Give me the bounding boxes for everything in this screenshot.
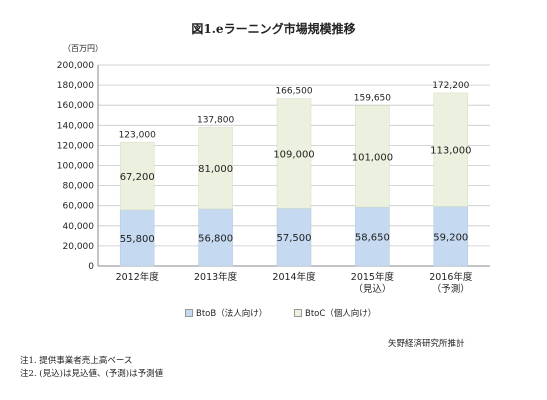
y-tick-label: 120,000 <box>57 141 94 151</box>
data-label-btoc: 67,200 <box>120 172 155 183</box>
legend-swatch-btoc <box>294 309 302 317</box>
data-label-btob: 57,500 <box>277 233 312 244</box>
x-tick-sublabel: （予測） <box>432 283 470 295</box>
bar-segment-btob <box>119 209 155 267</box>
data-label-btoc: 101,000 <box>352 152 393 163</box>
footnote-1: 注1. 提供事業者売上高ベース <box>20 356 133 366</box>
data-label-total: 159,650 <box>354 94 391 104</box>
data-label-btob: 59,200 <box>433 232 468 243</box>
chart-title: 図1.eラーニング市場規模推移 <box>191 22 356 36</box>
bar-segment-btob <box>198 208 233 267</box>
legend-label-btob: BtoB（法人向け） <box>196 309 268 319</box>
y-tick-label: 40,000 <box>63 222 95 232</box>
bar-segment-btob <box>355 206 390 267</box>
x-tick-label: 2016年度 <box>429 271 473 283</box>
data-label-btoc: 109,000 <box>273 149 314 160</box>
bar-segment-btoc <box>198 127 233 210</box>
y-tick-label: 100,000 <box>57 162 94 172</box>
data-label-btob: 55,800 <box>120 234 155 245</box>
x-tick-label: 2014年度 <box>272 271 316 283</box>
y-tick-label: 80,000 <box>63 182 95 192</box>
x-tick-label: 2012年度 <box>116 271 160 283</box>
bar-segment-btoc <box>355 105 390 208</box>
legend-label-btoc: BtoC（個人向け） <box>305 309 377 319</box>
data-label-total: 166,500 <box>275 87 312 97</box>
legend-item-btoc: BtoC（個人向け） <box>294 307 376 319</box>
bar-segment-btoc <box>276 98 312 209</box>
y-tick-label: 160,000 <box>57 101 94 111</box>
data-label-btob: 58,650 <box>355 233 390 244</box>
y-tick-label: 20,000 <box>63 242 95 252</box>
bar-segment-btoc <box>433 92 469 207</box>
data-label-btoc: 113,000 <box>430 146 471 157</box>
source-note: 矢野経済研究所推計 <box>388 339 465 349</box>
x-tick-sublabel: （見込） <box>353 283 391 295</box>
legend-item-btob: BtoB（法人向け） <box>185 307 267 319</box>
y-tick-label: 140,000 <box>57 121 94 131</box>
data-label-total: 123,000 <box>119 130 156 140</box>
footnote-2: 注2. (見込)は見込値、(予測)は予測値 <box>20 369 164 379</box>
data-label-total: 172,200 <box>432 81 469 91</box>
x-tick-label: 2013年度 <box>194 271 238 283</box>
bar-segment-btob <box>433 206 469 267</box>
data-label-btoc: 81,000 <box>198 164 233 175</box>
data-label-btob: 56,800 <box>198 233 233 244</box>
y-tick-label: 60,000 <box>63 202 95 212</box>
bar-segment-btob <box>276 207 312 267</box>
x-tick-label: 2015年度 <box>351 271 395 283</box>
y-axis-unit-label: （百万円） <box>63 44 103 53</box>
bar-segment-btoc <box>119 142 155 211</box>
y-tick-label: 0 <box>88 262 94 272</box>
y-tick-label: 180,000 <box>57 81 94 91</box>
data-label-total: 137,800 <box>197 116 234 126</box>
legend-swatch-btob <box>185 309 193 317</box>
y-tick-label: 200,000 <box>57 61 94 71</box>
